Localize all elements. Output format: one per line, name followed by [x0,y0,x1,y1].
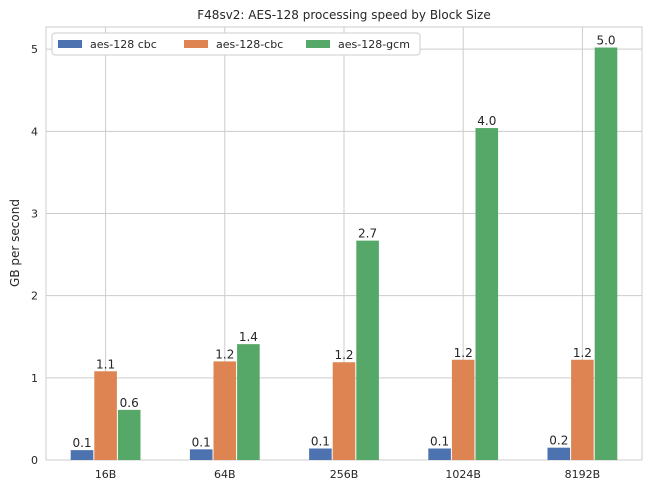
bar-aes-128-gcm-1024B [475,128,499,460]
bar-aes-128-cbc-16B [94,371,117,460]
legend-swatch [306,40,330,48]
legend: aes-128 cbc aes-128-cbc aes-128-gcm [51,32,421,56]
bar-aes-128-cbc-256B [309,448,332,460]
bar-aes-128-cbc-64B [189,449,213,460]
bar-aes-128-cbc-8192B [547,447,571,460]
x-tick-label: 256B [330,468,359,481]
bar-value-label: 4.0 [477,114,496,128]
bar-value-label: 0.1 [311,434,330,448]
y-tick-label: 3 [31,208,38,221]
x-tick-labels: 16B 64B 256B 1024B 8192B [95,468,600,481]
x-tick-label: 1024B [445,468,481,481]
bar-aes-128-gcm-256B [356,240,379,460]
y-tick-label: 2 [31,290,38,303]
legend-label: aes-128-cbc [216,38,283,51]
chart-title: F48sv2: AES-128 processing speed by Bloc… [197,8,490,22]
bar-value-label: 0.1 [430,434,449,448]
bars-layer [70,47,618,460]
bar-value-label: 1.2 [573,346,592,360]
bar-value-label: 2.7 [358,227,377,241]
bar-value-label: 1.2 [215,347,234,361]
y-tick-label: 1 [31,372,38,385]
y-axis-title: GB per second [8,199,22,287]
bar-value-label: 1.4 [239,330,258,344]
bar-value-label: 5.0 [596,34,615,48]
bar-value-label: 0.1 [192,435,211,449]
legend-swatch [184,40,208,48]
bar-aes-128-cbc-64B [213,361,237,460]
y-tick-label: 0 [31,454,38,467]
bar-value-label: 1.1 [96,357,115,371]
bar-labels-layer: 0.1 0.1 0.1 0.1 0.2 1.1 1.2 1.2 1.2 1.2 0.6 1.4 2.7 4… [72,34,615,451]
x-tick-label: 64B [214,468,236,481]
y-tick-label: 5 [31,43,38,56]
bar-aes-128-cbc-1024B [428,448,451,460]
legend-label: aes-128 cbc [90,38,157,51]
bar-aes-128-gcm-64B [237,344,260,460]
legend-box [51,32,421,56]
bar-value-label: 1.2 [334,348,353,362]
bar-aes-128-cbc-8192B [571,359,594,460]
y-tick-label: 4 [31,125,38,138]
legend-label: aes-128-gcm [338,38,410,51]
y-tick-labels: 0 1 2 3 4 5 [31,43,38,467]
bar-aes-128-cbc-16B [70,450,94,460]
bar-aes-128-gcm-16B [117,409,141,460]
bar-aes-128-gcm-8192B [594,47,618,460]
bar-value-label: 0.6 [120,396,139,410]
bar-value-label: 0.2 [549,434,568,448]
x-tick-label: 8192B [565,468,601,481]
x-tick-label: 16B [95,468,117,481]
bar-value-label: 0.1 [72,436,91,450]
bar-value-label: 1.2 [454,346,473,360]
bar-aes-128-cbc-256B [332,362,356,460]
bar-aes-128-cbc-1024B [451,359,475,460]
legend-swatch [58,40,82,48]
